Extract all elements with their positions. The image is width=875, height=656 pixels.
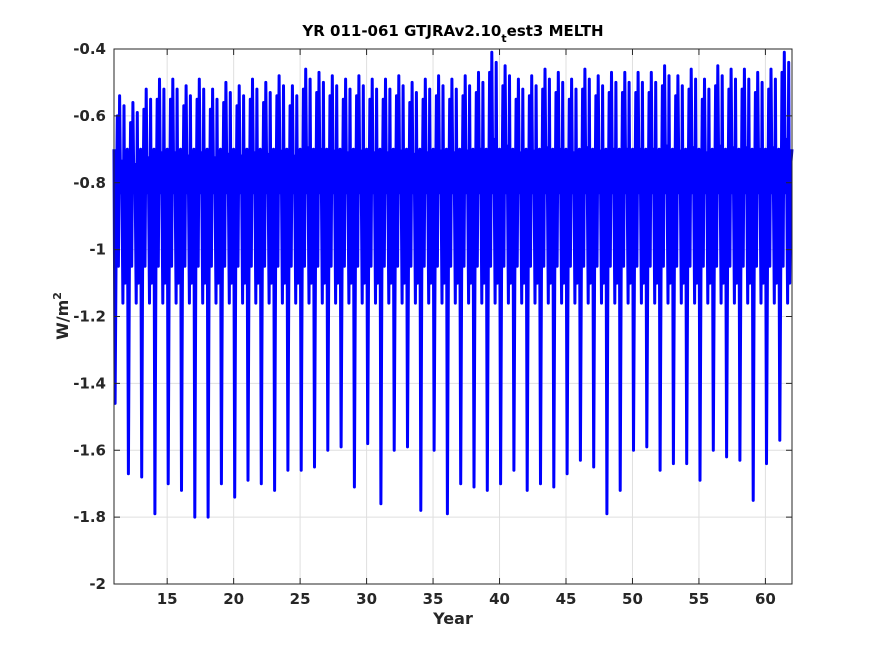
x-tick-label: 60: [755, 590, 776, 608]
x-tick-label: 40: [489, 590, 510, 608]
y-tick-label: -1.6: [73, 441, 106, 459]
y-tick-label: -0.4: [73, 40, 106, 58]
y-ticks: -2 -1.8 -1.6 -1.4 -1.2 -1 -0.8 -0.6 -0.4: [73, 40, 792, 593]
series-layer: [112, 50, 794, 519]
x-ticks: 15 20 25 30 35 40 45 50 55 60: [157, 49, 776, 608]
x-tick-label: 30: [356, 590, 377, 608]
x-tick-label: 25: [290, 590, 311, 608]
y-axis-title: W/m2: [51, 292, 72, 340]
y-tick-label: -1.8: [73, 508, 106, 526]
x-tick-label: 20: [223, 590, 244, 608]
y-tick-label: -1.4: [73, 374, 106, 392]
y-tick-label: -1.2: [73, 308, 106, 326]
x-tick-label: 15: [157, 590, 178, 608]
y-tick-label: -2: [89, 575, 106, 593]
x-tick-label: 35: [423, 590, 444, 608]
x-tick-label: 50: [622, 590, 643, 608]
x-tick-label: 55: [689, 590, 710, 608]
x-axis-title: Year: [432, 609, 473, 628]
y-axis-title-superscript: 2: [51, 292, 64, 300]
y-tick-label: -1: [89, 241, 106, 259]
series-line: [112, 50, 794, 519]
y-tick-label: -0.8: [73, 174, 106, 192]
x-tick-label: 45: [556, 590, 577, 608]
y-axis-title-main: W/m: [53, 300, 72, 340]
chart-title: YR 011-061 GTJRAv2.10test3 MELTH: [301, 22, 603, 45]
chart-title-subscript: t: [501, 32, 506, 45]
y-tick-label: -0.6: [73, 107, 106, 125]
chart-title-main: YR 011-061 GTJRAv2.10: [301, 22, 501, 40]
chart-title-tail: est3 MELTH: [507, 22, 604, 40]
